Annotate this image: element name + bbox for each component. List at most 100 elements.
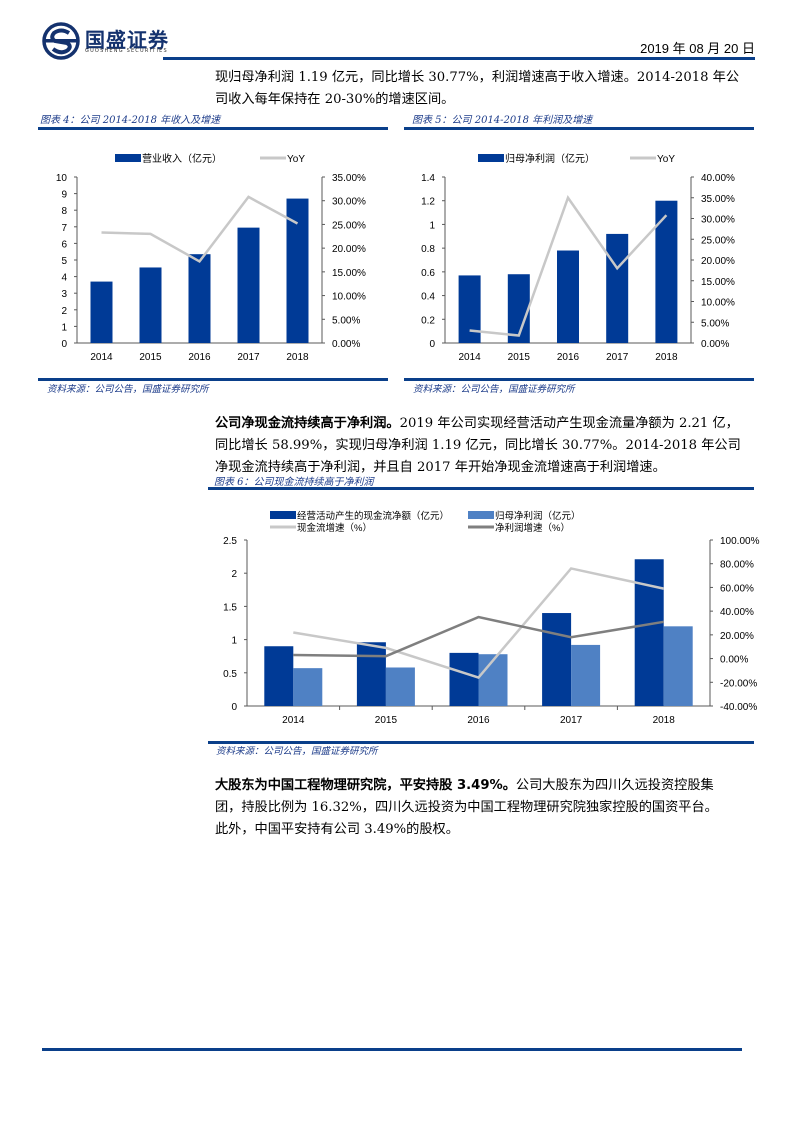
bar <box>264 646 294 706</box>
shareholder-line-1: 大股东为中国工程物理研究院，平安持股 3.49%。公司大股东为四川久远投资控股集 <box>215 778 714 793</box>
bar <box>478 654 508 706</box>
line-series <box>101 195 299 264</box>
right-tick-label: 60.00% <box>720 583 754 594</box>
fig6-bottom-rule <box>208 741 754 744</box>
right-tick-label: 15.00% <box>701 277 735 288</box>
right-tick-label: 100.00% <box>720 536 760 547</box>
bar <box>663 626 693 706</box>
fig5-chart: 0 0.2 0.4 0.6 0.8 1 1.2 1.4 0.00% 5.00% 10.00% 15.0… <box>421 152 735 363</box>
right-tick-label: 30.00% <box>332 197 366 208</box>
fig4-title: 图表 4：公司 2014-2018 年收入及增速 <box>40 115 221 126</box>
right-tick-label: 0.00% <box>720 655 748 666</box>
bar <box>286 198 309 343</box>
bar <box>542 613 572 706</box>
line-series <box>293 567 664 679</box>
bar <box>356 642 386 706</box>
right-tick-label: 20.00% <box>701 256 735 267</box>
left-tick-label: 1.4 <box>421 173 435 184</box>
intro-paragraph: 现归母净利润 1.19 亿元，同比增长 30.77%，利润增速高于收入增速。20… <box>215 67 755 111</box>
left-tick-label: 10 <box>56 173 68 184</box>
bar <box>139 267 162 343</box>
left-tick-label: 6 <box>61 239 67 250</box>
legend-label: 现金流增速（%） <box>297 522 372 534</box>
logo-text-en: GUOSHENG SECURITIES <box>85 48 168 54</box>
left-tick-label: 7 <box>61 223 67 234</box>
right-tick-label: 25.00% <box>701 235 735 246</box>
right-tick-label: 40.00% <box>720 607 754 618</box>
fig5-bottom-rule <box>404 378 754 381</box>
line-series <box>469 195 668 337</box>
fig5-top-rule <box>404 127 754 130</box>
line-series <box>293 615 664 658</box>
left-tick-label: 0.5 <box>223 669 237 680</box>
left-tick-label: 2 <box>61 306 67 317</box>
right-tick-label: 10.00% <box>332 292 366 303</box>
category-label: 2015 <box>508 352 531 363</box>
intro-line-1: 现归母净利润 1.19 亿元，同比增长 30.77%，利润增速高于收入增速。20… <box>215 70 740 85</box>
left-tick-label: 1 <box>61 322 67 333</box>
logo-icon <box>42 22 80 60</box>
left-tick-label: 0.6 <box>421 268 435 279</box>
bar <box>293 668 323 706</box>
left-tick-label: 1 <box>231 636 237 647</box>
legend-label: YoY <box>287 154 305 165</box>
category-label: 2016 <box>467 715 490 726</box>
cashflow-line-3: 净现金流持续高于净利润，并且自 2017 年开始净现金流增速高于利润增速。 <box>215 460 666 475</box>
left-tick-label: 2 <box>231 569 237 580</box>
legend-swatch <box>468 511 494 519</box>
category-label: 2015 <box>139 352 162 363</box>
fig5-title: 图表 5：公司 2014-2018 年利润及增速 <box>412 115 593 126</box>
bar <box>557 250 579 343</box>
right-tick-label: 20.00% <box>720 631 754 642</box>
report-date: 2019 年 08 月 20 日 <box>640 41 755 56</box>
left-tick-label: 0 <box>231 702 237 713</box>
category-label: 2018 <box>286 352 309 363</box>
legend-label: 归母净利润（亿元） <box>495 510 581 522</box>
legend-swatch <box>478 154 504 162</box>
left-tick-label: 0 <box>61 339 67 350</box>
bar <box>606 233 629 343</box>
right-tick-label: 35.00% <box>332 173 366 184</box>
bar <box>655 200 678 343</box>
intro-line-2: 司收入每年保持在 20-30%的增速区间。 <box>215 92 455 107</box>
category-label: 2017 <box>560 715 583 726</box>
right-tick-label: -40.00% <box>720 702 757 713</box>
footer-divider <box>42 1048 742 1051</box>
category-label: 2015 <box>375 715 398 726</box>
left-tick-label: 2.5 <box>223 536 237 547</box>
logo-text-cn: 国盛证券 <box>85 28 169 52</box>
header-divider <box>163 57 755 60</box>
bar <box>634 559 664 706</box>
left-tick-label: 0 <box>429 339 435 350</box>
right-tick-label: 35.00% <box>701 194 735 205</box>
fig4-source: 资料来源：公司公告，国盛证券研究所 <box>47 384 209 395</box>
right-tick-label: 15.00% <box>332 268 366 279</box>
left-tick-label: 0.8 <box>421 244 435 255</box>
fig6-top-rule <box>208 487 754 490</box>
right-tick-label: 10.00% <box>701 298 735 309</box>
cashflow-line-2: 同比增长 58.99%，实现归母净利润 1.19 亿元，同比增长 30.77%。… <box>215 438 741 453</box>
legend-label: 净利润增速（%） <box>495 522 570 534</box>
left-tick-label: 1 <box>429 220 435 231</box>
cashflow-heading: 公司净现金流持续高于净利润。 <box>215 416 400 431</box>
legend-swatch <box>115 154 141 162</box>
category-label: 2017 <box>237 352 260 363</box>
left-tick-label: 8 <box>61 206 67 217</box>
bar <box>237 227 260 343</box>
fig5-source: 资料来源：公司公告，国盛证券研究所 <box>413 384 575 395</box>
bar <box>507 274 530 343</box>
company-logo <box>42 22 172 60</box>
fig4-bottom-rule <box>38 378 388 381</box>
bar <box>571 644 601 706</box>
left-tick-label: 9 <box>61 190 67 201</box>
right-tick-label: 5.00% <box>701 318 729 329</box>
category-label: 2014 <box>90 352 113 363</box>
shareholder-heading: 大股东为中国工程物理研究院，平安持股 3.49%。 <box>215 778 516 793</box>
right-tick-label: -20.00% <box>720 678 757 689</box>
bar <box>458 275 481 343</box>
category-label: 2016 <box>188 352 211 363</box>
cashflow-line-1: 公司净现金流持续高于净利润。2019 年公司实现经营活动产生现金流量净额为 2.… <box>215 416 739 431</box>
legend-label: YoY <box>657 154 675 165</box>
left-tick-label: 5 <box>61 256 67 267</box>
bar <box>385 667 415 706</box>
